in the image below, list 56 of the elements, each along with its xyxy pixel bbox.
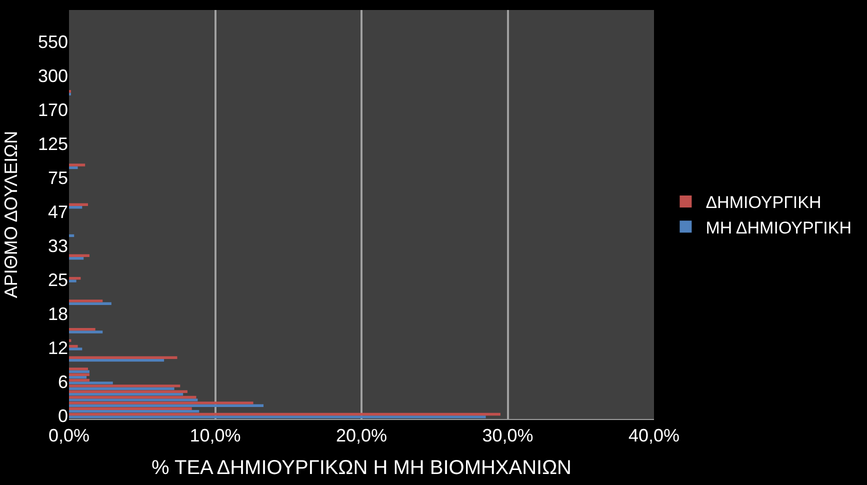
- x-axis-title: % ΤΕΑ ΔΗΜΙΟΥΡΓΙΚΩΝ Η ΜΗ ΒΙΟΜΗΧΑΝΙΩΝ: [152, 457, 572, 480]
- bar: [69, 398, 198, 402]
- bar: [69, 280, 76, 282]
- y-tick-label: 12: [48, 338, 68, 358]
- x-tick-label: 0,0%: [48, 426, 90, 446]
- x-tick-label: 20,0%: [336, 426, 388, 446]
- y-tick-label: 550: [38, 32, 68, 52]
- bar: [69, 203, 88, 206]
- bar: [69, 164, 86, 166]
- x-tick-label: 30,0%: [482, 426, 534, 446]
- bar: [69, 356, 178, 359]
- bar: [69, 416, 486, 418]
- bar: [69, 276, 81, 280]
- bar: [69, 302, 112, 305]
- y-axis-title: ΑΡΙΘΜΟ ΔΟΥΛΕΙΩΝ: [1, 130, 22, 298]
- bar: [69, 373, 90, 376]
- bar: [69, 404, 264, 407]
- y-tick-label: 0: [58, 406, 68, 426]
- bar: [69, 387, 174, 390]
- bar: [69, 254, 90, 257]
- bar: [69, 348, 82, 350]
- legend-label: ΜΗ ΔΗΜΙΟΥΡΓΙΚΗ: [706, 218, 852, 238]
- bar: [69, 392, 184, 396]
- bar: [69, 390, 188, 393]
- bar: [69, 407, 192, 410]
- bar: [69, 368, 88, 370]
- bar: [69, 376, 87, 379]
- bar: [69, 402, 254, 404]
- bar: [69, 256, 84, 260]
- bar: [69, 410, 200, 413]
- bar: [69, 358, 164, 362]
- y-tick-label: 33: [48, 236, 68, 256]
- bar: [69, 384, 180, 388]
- y-tick-label: 125: [38, 134, 68, 154]
- y-tick-label: 25: [48, 270, 68, 290]
- bar: [69, 166, 78, 170]
- y-tick-label: 47: [48, 202, 68, 222]
- legend-label: ΔΗΜΙΟΥΡΓΙΚΗ: [706, 193, 822, 212]
- y-tick-label: 75: [48, 168, 68, 188]
- bar: [69, 234, 74, 238]
- bar: [69, 344, 78, 348]
- bar: [69, 382, 113, 384]
- bar: [69, 378, 90, 382]
- bar: [69, 396, 196, 399]
- bar: [69, 412, 500, 416]
- bar: [69, 370, 90, 373]
- y-tick-label: 6: [58, 372, 68, 392]
- y-tick-label: 18: [48, 304, 68, 324]
- bar: [69, 300, 103, 302]
- y-tick-label: 170: [38, 100, 68, 120]
- y-tick-label: 300: [38, 66, 68, 86]
- x-tick-label: 10,0%: [190, 426, 241, 446]
- bar: [69, 206, 82, 209]
- bar: [69, 330, 103, 334]
- x-tick-label: 40,0%: [628, 426, 680, 446]
- bar: [69, 328, 96, 331]
